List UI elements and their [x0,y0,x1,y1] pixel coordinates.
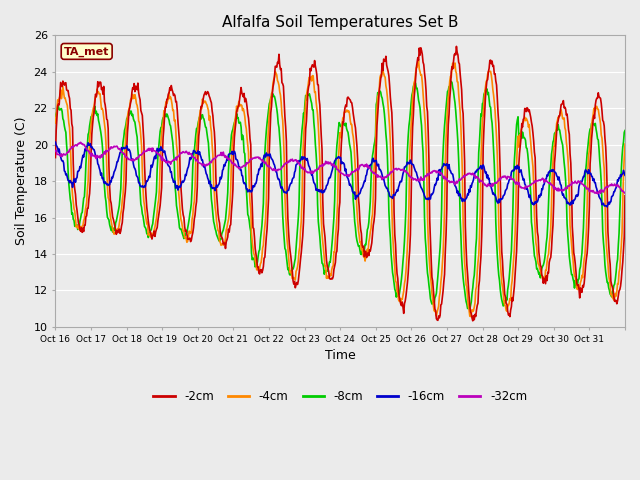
X-axis label: Time: Time [325,349,356,362]
Title: Alfalfa Soil Temperatures Set B: Alfalfa Soil Temperatures Set B [222,15,458,30]
Text: TA_met: TA_met [64,46,109,57]
Y-axis label: Soil Temperature (C): Soil Temperature (C) [15,117,28,245]
Legend: -2cm, -4cm, -8cm, -16cm, -32cm: -2cm, -4cm, -8cm, -16cm, -32cm [148,385,532,408]
